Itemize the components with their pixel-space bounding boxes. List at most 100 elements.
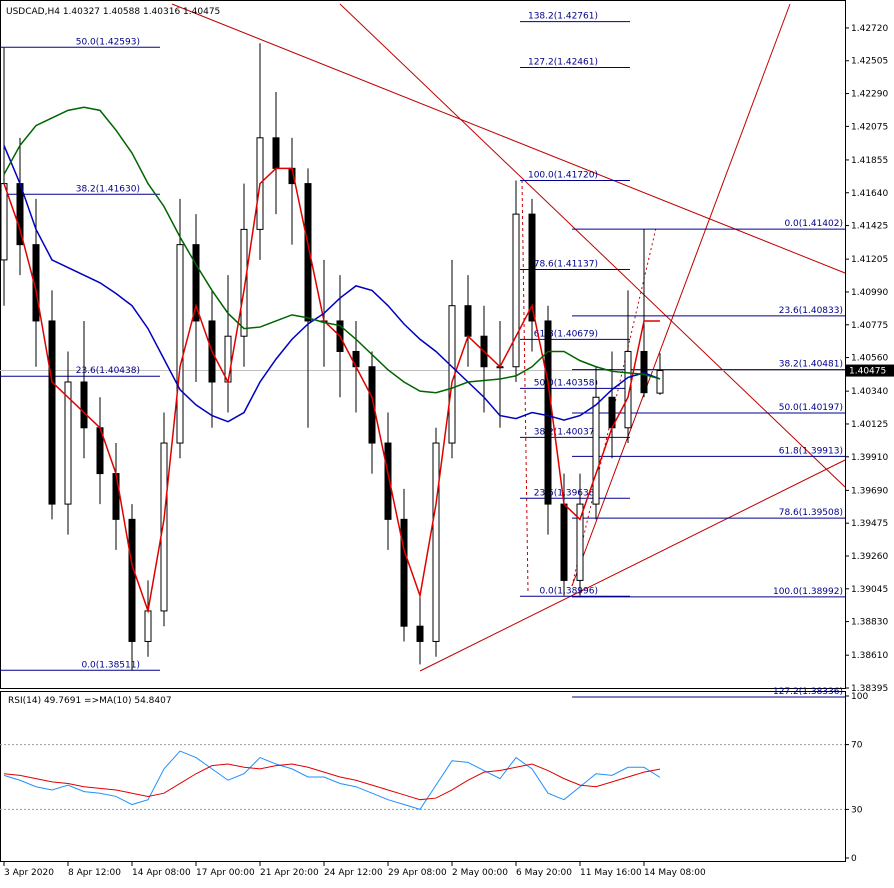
moving-average — [3, 106, 661, 394]
moving-average — [3, 145, 661, 423]
x-tick-label: 14 Apr 08:00 — [132, 868, 191, 878]
x-tick-label: 14 May 08:00 — [644, 868, 706, 878]
x-tick-label: 3 Apr 2020 — [4, 868, 54, 878]
fib-label: 0.0(1.38511) — [81, 660, 140, 670]
x-tick-label: 2 May 00:00 — [452, 868, 508, 878]
fib-label: 23.6(1.39638) — [534, 488, 598, 498]
candle-body — [304, 183, 312, 322]
rsi-header: RSI(14) 49.7691 =>MA(10) 54.8407 — [8, 696, 172, 706]
fib-label: 100.0(1.41720) — [528, 171, 598, 181]
y-tick-label: 1.42290 — [851, 90, 888, 100]
candle-body — [32, 244, 40, 322]
y-tick-label: 1.40125 — [851, 420, 888, 430]
candle-body — [192, 244, 200, 322]
candle-body — [128, 518, 136, 642]
y-tick-label: 1.38830 — [851, 618, 888, 628]
fib-label: 0.0(1.38996) — [539, 586, 598, 596]
moving-average — [3, 167, 660, 614]
y-tick-label: 1.41855 — [851, 156, 888, 166]
x-tick-label: 17 Apr 00:00 — [196, 868, 255, 878]
trend-line — [171, 3, 846, 274]
y-tick-label: 1.40340 — [851, 387, 888, 397]
candle-body — [112, 473, 120, 520]
y-tick-label: 1.39045 — [851, 585, 888, 595]
fib-label: 61.8(1.39913) — [779, 446, 843, 456]
trend-line — [419, 459, 846, 672]
x-tick-label: 24 Apr 12:00 — [324, 868, 383, 878]
fib-label: 23.6(1.40833) — [779, 306, 843, 316]
rsi-line — [3, 763, 661, 801]
current-price-box — [846, 364, 894, 377]
fib-label: 23.6(1.40438) — [76, 366, 140, 376]
rsi-tick-label: 70 — [851, 741, 863, 751]
fib-label: 50.0(1.40358) — [534, 378, 598, 388]
candle-body — [528, 213, 536, 322]
trend-line — [339, 3, 846, 488]
y-tick-label: 1.42505 — [851, 57, 888, 67]
main-frame — [0, 0, 846, 689]
y-tick-label: 1.42720 — [851, 24, 888, 34]
candle-body — [464, 305, 472, 337]
y-tick-label: 1.41205 — [851, 255, 888, 265]
fib-base-line — [571, 227, 657, 587]
current-price-label: 1.40475 — [849, 367, 886, 377]
rsi-tick-label: 30 — [851, 805, 863, 815]
y-tick-label: 1.40560 — [851, 354, 888, 364]
fib-label: 78.6(1.41137) — [534, 260, 598, 270]
candle-body — [656, 370, 664, 394]
candle-body — [176, 244, 184, 444]
candle-body — [576, 503, 584, 581]
candle-body — [368, 366, 376, 444]
y-tick-label: 1.40990 — [851, 288, 888, 298]
candle-body — [432, 442, 440, 642]
rsi-frame — [0, 691, 846, 862]
candle-body — [80, 381, 88, 429]
y-tick-label: 1.42075 — [851, 122, 888, 132]
fib-label: 100.0(1.38992) — [773, 587, 843, 597]
x-tick-label: 21 Apr 20:00 — [260, 868, 319, 878]
fib-base-line — [521, 179, 529, 593]
candle-body — [416, 625, 424, 642]
y-tick-label: 1.39475 — [851, 519, 888, 529]
candle-body — [512, 213, 520, 368]
candle-body — [0, 183, 8, 261]
fib-label: 38.2(1.41630) — [76, 184, 140, 194]
rsi-tick-label: 0 — [851, 854, 857, 864]
x-tick-label: 29 Apr 08:00 — [388, 868, 447, 878]
candle-body — [560, 503, 568, 581]
trend-lines — [171, 3, 846, 672]
x-tick-label: 11 May 16:00 — [580, 868, 642, 878]
candle-body — [400, 518, 408, 627]
fib-label: 38.2(1.40481) — [779, 360, 843, 370]
candle-body — [544, 320, 552, 505]
y-tick-label: 1.39260 — [851, 552, 888, 562]
trend-line — [571, 3, 791, 587]
y-tick-label: 1.39690 — [851, 486, 888, 496]
y-tick-label: 1.38395 — [851, 684, 888, 694]
candle-body — [224, 335, 232, 383]
candle-body — [384, 442, 392, 520]
y-tick-label: 1.41640 — [851, 189, 888, 199]
fib-label: 0.0(1.41402) — [784, 219, 843, 229]
fib-label: 78.6(1.39508) — [779, 508, 843, 518]
rsi-tick-label: 100 — [851, 692, 868, 702]
rsi-line — [3, 750, 661, 810]
candle-body — [272, 137, 280, 169]
fib-label: 127.2(1.42461) — [528, 57, 598, 67]
candle-body — [144, 610, 152, 642]
y-tick-label: 1.41425 — [851, 222, 888, 232]
candle-body — [64, 381, 72, 505]
candle-body — [624, 350, 632, 429]
fib-label: 138.2(1.42761) — [528, 12, 598, 22]
candle-body — [592, 396, 600, 505]
x-tick-label: 8 Apr 12:00 — [68, 868, 121, 878]
fib-label: 38.2(1.40037) — [534, 427, 598, 437]
y-tick-label: 1.40775 — [851, 321, 888, 331]
x-tick-label: 6 May 20:00 — [516, 868, 572, 878]
fib-label: 50.0(1.42593) — [76, 37, 140, 47]
candle-body — [48, 320, 56, 505]
fib-label: 50.0(1.40197) — [779, 403, 843, 413]
fib-label: 61.8(1.40679) — [534, 329, 598, 339]
y-tick-label: 1.38610 — [851, 651, 888, 661]
